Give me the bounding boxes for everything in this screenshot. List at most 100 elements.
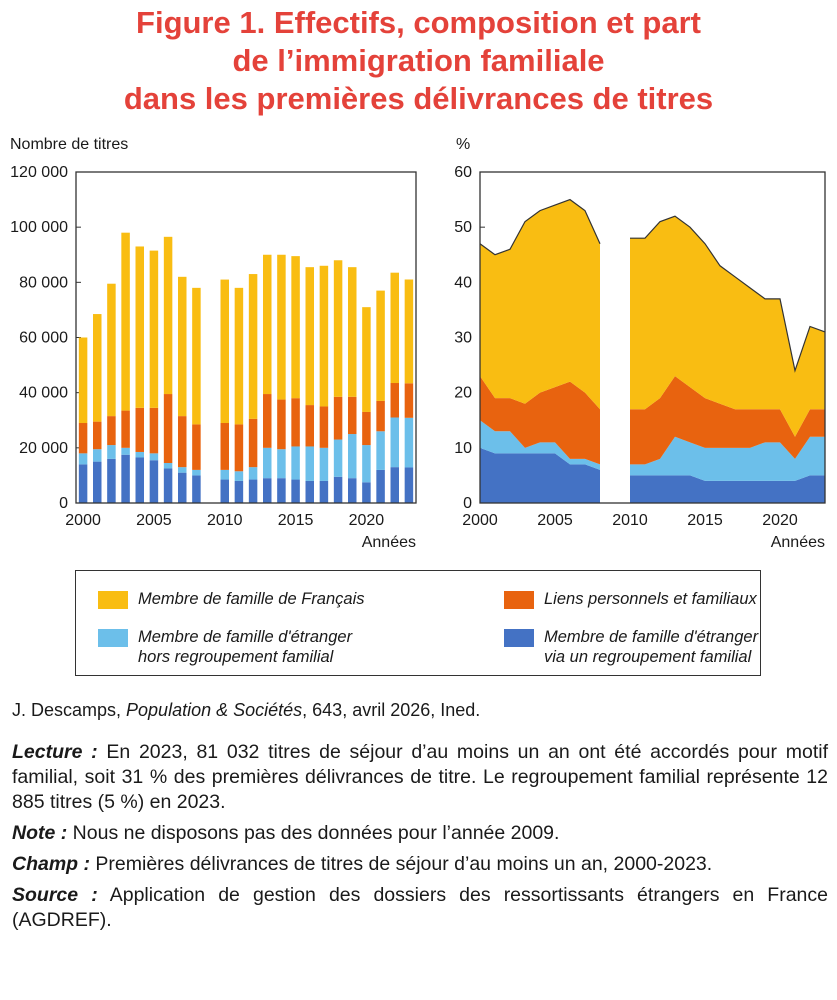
legend-label-hors-line-2: hors regroupement familial [138,648,334,666]
bar-regroupement [376,469,385,503]
bar-hors_regroupement [305,446,314,481]
right-chart-y-tick-label: 30 [454,330,472,347]
citation-rest: , 643, avril 2026, Ined. [302,700,481,720]
bar-liens [178,416,187,468]
bar-francais [135,246,144,408]
citation-journal: Population & Sociétés [126,700,303,720]
area-francais [480,199,600,410]
bar-regroupement [234,480,244,503]
bar-regroupement [178,472,187,503]
note-source: Source : Application de gestion des doss… [12,883,828,933]
bar-liens [263,394,272,448]
bar-liens [163,394,173,464]
note-note-text: Nous ne disposons pas des données pour l… [67,822,560,844]
area-francais [630,216,825,437]
legend-swatch-hors-regroupement [98,629,128,647]
bar-regroupement [263,478,272,503]
bar-liens [93,421,102,450]
bar-francais [404,279,414,384]
bar-liens [404,383,414,418]
bar-liens [192,424,201,470]
bar-hors_regroupement [248,467,258,480]
left-chart-x-axis-label: Années [362,534,416,551]
bar-francais [178,276,187,417]
bar-liens [319,406,329,448]
bar-liens [291,398,300,447]
legend-label-hors-regroupement: Membre de famille d'étranger hors regrou… [138,627,352,667]
bar-francais [107,283,116,417]
area-liens [480,376,600,465]
right-chart-y-tick-label: 40 [454,274,472,291]
legend-item-liens: Liens personnels et familiaux [504,589,757,609]
bar-regroupement [135,457,144,503]
note-lecture-text: En 2023, 81 032 titres de séjour d’au mo… [12,741,828,813]
bar-hors_regroupement [107,445,116,459]
left-chart-y-tick-label: 60 000 [19,330,68,347]
bar-liens [362,411,371,446]
bar-hors_regroupement [404,417,414,468]
bar-francais [93,314,102,422]
right-chart-y-tick-label: 0 [463,495,472,512]
bar-hors_regroupement [135,451,144,458]
area-chart-part: % 0 10 20 30 40 50 60 2000 2005 2010 2015 2020 Années [454,136,826,551]
bar-regroupement [121,454,130,503]
bar-francais [163,236,173,395]
right-chart-x-tick-label: 2010 [612,512,648,529]
left-chart-y-tick-label: 40 000 [19,385,68,402]
area-regroupement [480,447,600,503]
right-chart-y-tick-label: 50 [454,219,472,236]
right-chart-y-axis-label: % [456,136,470,153]
bar-regroupement [107,458,116,503]
bar-regroupement [149,460,159,503]
bar-hors_regroupement [277,449,286,479]
note-source-text: Application de gestion des dossiers des … [12,884,828,931]
figure-title-line-1: Figure 1. Effectifs, composition et part [136,5,701,40]
bar-francais [234,287,244,425]
bar-hors_regroupement [178,467,187,473]
citation: J. Descamps, Population & Sociétés, 643,… [12,700,480,721]
note-champ-text: Premières délivrances de titres de séjou… [90,853,713,875]
bar-francais [277,254,286,400]
bar-regroupement [163,468,173,503]
area-total-outline [630,215,826,373]
legend-swatch-liens [504,591,534,609]
note-champ: Champ : Premières délivrances de titres … [12,852,828,877]
bar-regroupement [319,480,329,503]
bar-hors_regroupement [291,446,300,480]
right-chart-x-tick-label: 2000 [462,512,498,529]
bar-liens [277,399,286,450]
bar-francais [220,279,229,424]
legend-label-regroup-line-1: Membre de famille d'étranger [544,628,759,646]
bar-regroupement [333,476,343,503]
bar-regroupement [277,478,286,503]
legend-item-francais: Membre de famille de Français [98,589,365,609]
area-liens [630,376,825,465]
legend-swatch-regroupement [504,629,534,647]
left-chart-x-tick-label: 2005 [136,512,172,529]
notes: Lecture : En 2023, 81 032 titres de séjo… [12,740,828,939]
bar-regroupement [362,482,371,503]
right-chart-x-axis-label: Années [771,534,825,551]
area-hors_regroupement [630,436,825,481]
bar-francais [390,272,399,384]
bar-liens [135,407,144,452]
right-chart-x-tick-label: 2005 [537,512,573,529]
bar-regroupement [404,467,414,503]
area-regroupement [630,475,825,503]
figure-title-line-2: de l’immigration familiale [232,43,605,78]
right-chart-x-tick-label: 2020 [762,512,798,529]
bar-liens [121,410,130,448]
bar-francais [78,337,88,424]
note-source-label: Source : [12,884,98,906]
bar-regroupement [348,478,357,503]
bar-liens [305,405,314,447]
bar-francais [121,232,130,411]
legend-swatch-francais [98,591,128,609]
right-chart-y-tick-label: 10 [454,440,472,457]
bar-hors_regroupement [376,431,385,470]
figure-title-line-3: dans les premières délivrances de titres [123,81,714,116]
citation-author: J. Descamps, [12,700,127,720]
figure-title: Figure 1. Effectifs, composition et part… [0,4,837,118]
left-chart-x-tick-label: 2010 [207,512,243,529]
bar-hors_regroupement [78,453,88,465]
